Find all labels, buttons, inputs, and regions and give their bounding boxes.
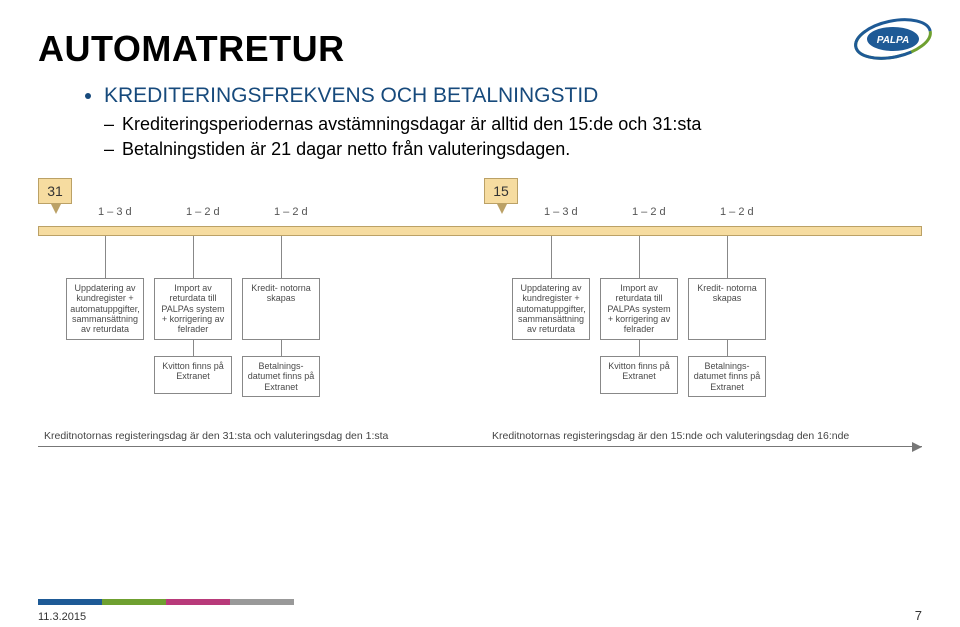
output-box: Betalnings- datumet finns på Extranet bbox=[688, 356, 766, 397]
date-marker-15: 15 bbox=[484, 178, 518, 204]
duration-label: 1 – 2 d bbox=[274, 206, 308, 218]
footer-bar bbox=[230, 599, 294, 605]
bullet-list: KREDITERINGSFREKVENS OCH BETALNINGSTID K… bbox=[64, 84, 922, 160]
duration-label: 1 – 2 d bbox=[632, 206, 666, 218]
duration-label: 1 – 2 d bbox=[186, 206, 220, 218]
process-box: Uppdatering av kundregister + automatupp… bbox=[512, 278, 590, 340]
footer-page: 7 bbox=[915, 608, 922, 623]
duration-label: 1 – 3 d bbox=[544, 206, 578, 218]
footer-date: 11.3.2015 bbox=[38, 611, 86, 623]
arrowhead-icon bbox=[912, 442, 922, 452]
output-box: Kvitton finns på Extranet bbox=[154, 356, 232, 394]
process-box: Import av returdata till PALPAs system +… bbox=[600, 278, 678, 340]
duration-label: 1 – 2 d bbox=[720, 206, 754, 218]
timeline-bar bbox=[38, 226, 922, 236]
palpa-logo: PALPA bbox=[850, 14, 936, 69]
output-box: Kvitton finns på Extranet bbox=[600, 356, 678, 394]
caption-left: Kreditnotornas registeringsdag är den 31… bbox=[44, 430, 388, 442]
timeline-diagram: 31 15 Kreditnotornas registeringsdag är … bbox=[38, 178, 922, 478]
output-box: Betalnings- datumet finns på Extranet bbox=[242, 356, 320, 397]
date-marker-31: 31 bbox=[38, 178, 72, 204]
page-title: AUTOMATRETUR bbox=[38, 28, 922, 70]
process-box: Kredit- notorna skapas bbox=[688, 278, 766, 340]
sub-bullet-2: Betalningstiden är 21 dagar netto från v… bbox=[104, 139, 922, 160]
footer-bar bbox=[102, 599, 166, 605]
sub-bullet-1: Krediteringsperiodernas avstämningsdagar… bbox=[104, 114, 922, 135]
process-box: Uppdatering av kundregister + automatupp… bbox=[66, 278, 144, 340]
footer-bars bbox=[38, 599, 294, 605]
diagram-baseline bbox=[38, 446, 922, 447]
process-box: Kredit- notorna skapas bbox=[242, 278, 320, 340]
bullet-main: KREDITERINGSFREKVENS OCH BETALNINGSTID bbox=[104, 84, 922, 108]
caption-right: Kreditnotornas registeringsdag är den 15… bbox=[492, 430, 849, 442]
footer-bar bbox=[38, 599, 102, 605]
slide-page: PALPA AUTOMATRETUR KREDITERINGSFREKVENS … bbox=[0, 0, 960, 627]
duration-label: 1 – 3 d bbox=[98, 206, 132, 218]
process-box: Import av returdata till PALPAs system +… bbox=[154, 278, 232, 340]
footer-bar bbox=[166, 599, 230, 605]
logo-text: PALPA bbox=[877, 35, 909, 46]
